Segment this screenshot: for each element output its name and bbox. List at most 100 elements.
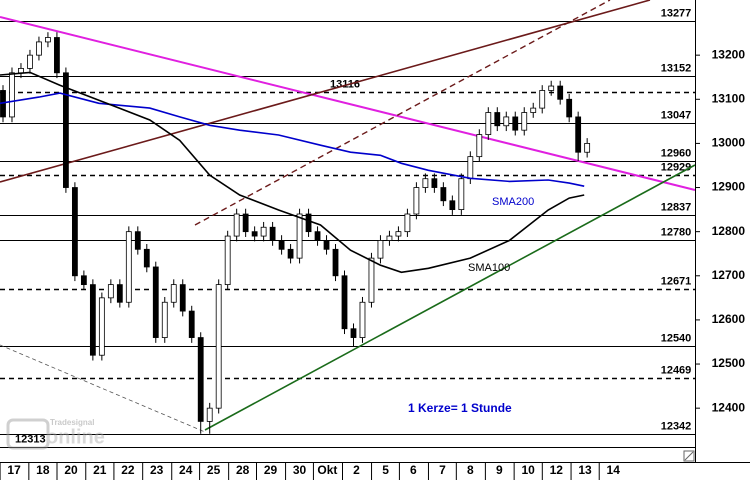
series-label: SMA200 bbox=[492, 196, 534, 208]
level-label: 12780 bbox=[661, 226, 692, 238]
candle-body bbox=[368, 257, 375, 303]
y-tick-label: 12700 bbox=[712, 268, 746, 282]
candle-body bbox=[143, 248, 150, 268]
x-tick-label: 25 bbox=[207, 463, 221, 477]
x-tick-label: 12 bbox=[550, 463, 564, 477]
x-tick-label: 8 bbox=[467, 463, 474, 477]
trend-line bbox=[0, 16, 696, 191]
y-tick-label: 12400 bbox=[712, 400, 746, 414]
candle-body bbox=[161, 301, 168, 338]
level-label: 12540 bbox=[661, 332, 692, 344]
scroll-icon bbox=[684, 451, 694, 461]
x-tick-label: 5 bbox=[382, 463, 389, 477]
candle-body bbox=[512, 116, 519, 131]
candle-body bbox=[125, 231, 132, 303]
candle-body bbox=[332, 248, 339, 277]
candle-body bbox=[323, 240, 330, 250]
candle-body bbox=[557, 85, 564, 100]
trend-line bbox=[0, 0, 651, 183]
candle-body bbox=[71, 187, 78, 277]
candle-body bbox=[233, 213, 240, 237]
candle-body bbox=[98, 297, 105, 356]
candle-body bbox=[188, 310, 195, 338]
candle-body bbox=[224, 235, 231, 286]
level-label: 13152 bbox=[661, 62, 692, 74]
moving-average bbox=[0, 71, 585, 274]
candle-body bbox=[458, 178, 465, 210]
watermark-product: online bbox=[46, 426, 105, 448]
candle-body bbox=[152, 266, 159, 338]
trend-lines bbox=[0, 0, 696, 433]
candle-body bbox=[467, 156, 474, 180]
level-label: 12469 bbox=[661, 364, 692, 376]
candle-body bbox=[27, 54, 33, 69]
candle-body bbox=[242, 213, 249, 233]
level-label: 12837 bbox=[661, 201, 692, 213]
x-tick-label: 6 bbox=[410, 463, 417, 477]
candle-body bbox=[404, 213, 411, 233]
candle-body bbox=[575, 116, 582, 153]
candle-body bbox=[503, 116, 510, 127]
candle-body bbox=[89, 284, 96, 356]
candle-body bbox=[18, 67, 24, 74]
candle-body bbox=[440, 187, 447, 202]
candle-body bbox=[539, 90, 546, 109]
candle-body bbox=[215, 284, 222, 409]
candle-body bbox=[449, 200, 456, 210]
candle-body bbox=[36, 41, 42, 56]
x-tick-label: 2 bbox=[353, 463, 360, 477]
x-tick-label: 17 bbox=[7, 463, 21, 477]
candle-body bbox=[179, 284, 186, 312]
candle-body bbox=[422, 178, 429, 188]
watermark: Tradesignal online bbox=[6, 418, 105, 450]
candle-body bbox=[260, 226, 267, 237]
series-label: SMA100 bbox=[468, 262, 510, 274]
candle-body bbox=[45, 37, 51, 43]
y-tick-label: 13100 bbox=[712, 91, 746, 105]
x-tick-label: 9 bbox=[496, 463, 503, 477]
candle-body bbox=[485, 112, 492, 135]
y-tick-label: 13000 bbox=[712, 136, 746, 150]
x-tick-label: 7 bbox=[439, 463, 446, 477]
y-tick-label: 12900 bbox=[712, 180, 746, 194]
candle-body bbox=[476, 134, 483, 158]
moving-averages bbox=[0, 71, 585, 274]
y-tick-label: 12600 bbox=[712, 312, 746, 326]
logo-frame bbox=[6, 418, 50, 450]
candle-body bbox=[341, 275, 348, 330]
level-label: 12342 bbox=[661, 420, 692, 432]
candle-body bbox=[314, 231, 321, 241]
annotation: 1 Kerze= 1 Stunde bbox=[408, 401, 512, 415]
y-tick-label: 12500 bbox=[712, 356, 746, 370]
candle-body bbox=[116, 284, 123, 303]
candle-body bbox=[9, 72, 15, 118]
candle-body bbox=[521, 112, 528, 131]
candle-body bbox=[278, 240, 285, 250]
x-tick-label: 13 bbox=[578, 463, 592, 477]
x-tick-label: 20 bbox=[64, 463, 78, 477]
trend-line bbox=[194, 0, 611, 226]
candle-body bbox=[548, 85, 555, 91]
candle-body bbox=[107, 284, 114, 299]
candle-body bbox=[251, 231, 258, 237]
x-tick-label: 23 bbox=[150, 463, 164, 477]
candle-body bbox=[530, 107, 537, 113]
level-label: 12929 bbox=[661, 161, 692, 173]
x-tick-label: 18 bbox=[36, 463, 50, 477]
candle-body bbox=[350, 328, 357, 338]
candle-body bbox=[494, 112, 501, 127]
candle-body bbox=[134, 231, 141, 250]
candle-body bbox=[170, 284, 177, 303]
level-label: 12960 bbox=[661, 147, 692, 159]
candle-body bbox=[206, 407, 213, 422]
x-tick-label: 30 bbox=[293, 463, 307, 477]
candle-body bbox=[566, 98, 573, 118]
moving-average bbox=[0, 92, 585, 187]
level-label: 12313 bbox=[15, 433, 46, 445]
candle-body bbox=[359, 301, 366, 338]
candle-body bbox=[377, 240, 384, 259]
x-tick-label: 21 bbox=[93, 463, 107, 477]
